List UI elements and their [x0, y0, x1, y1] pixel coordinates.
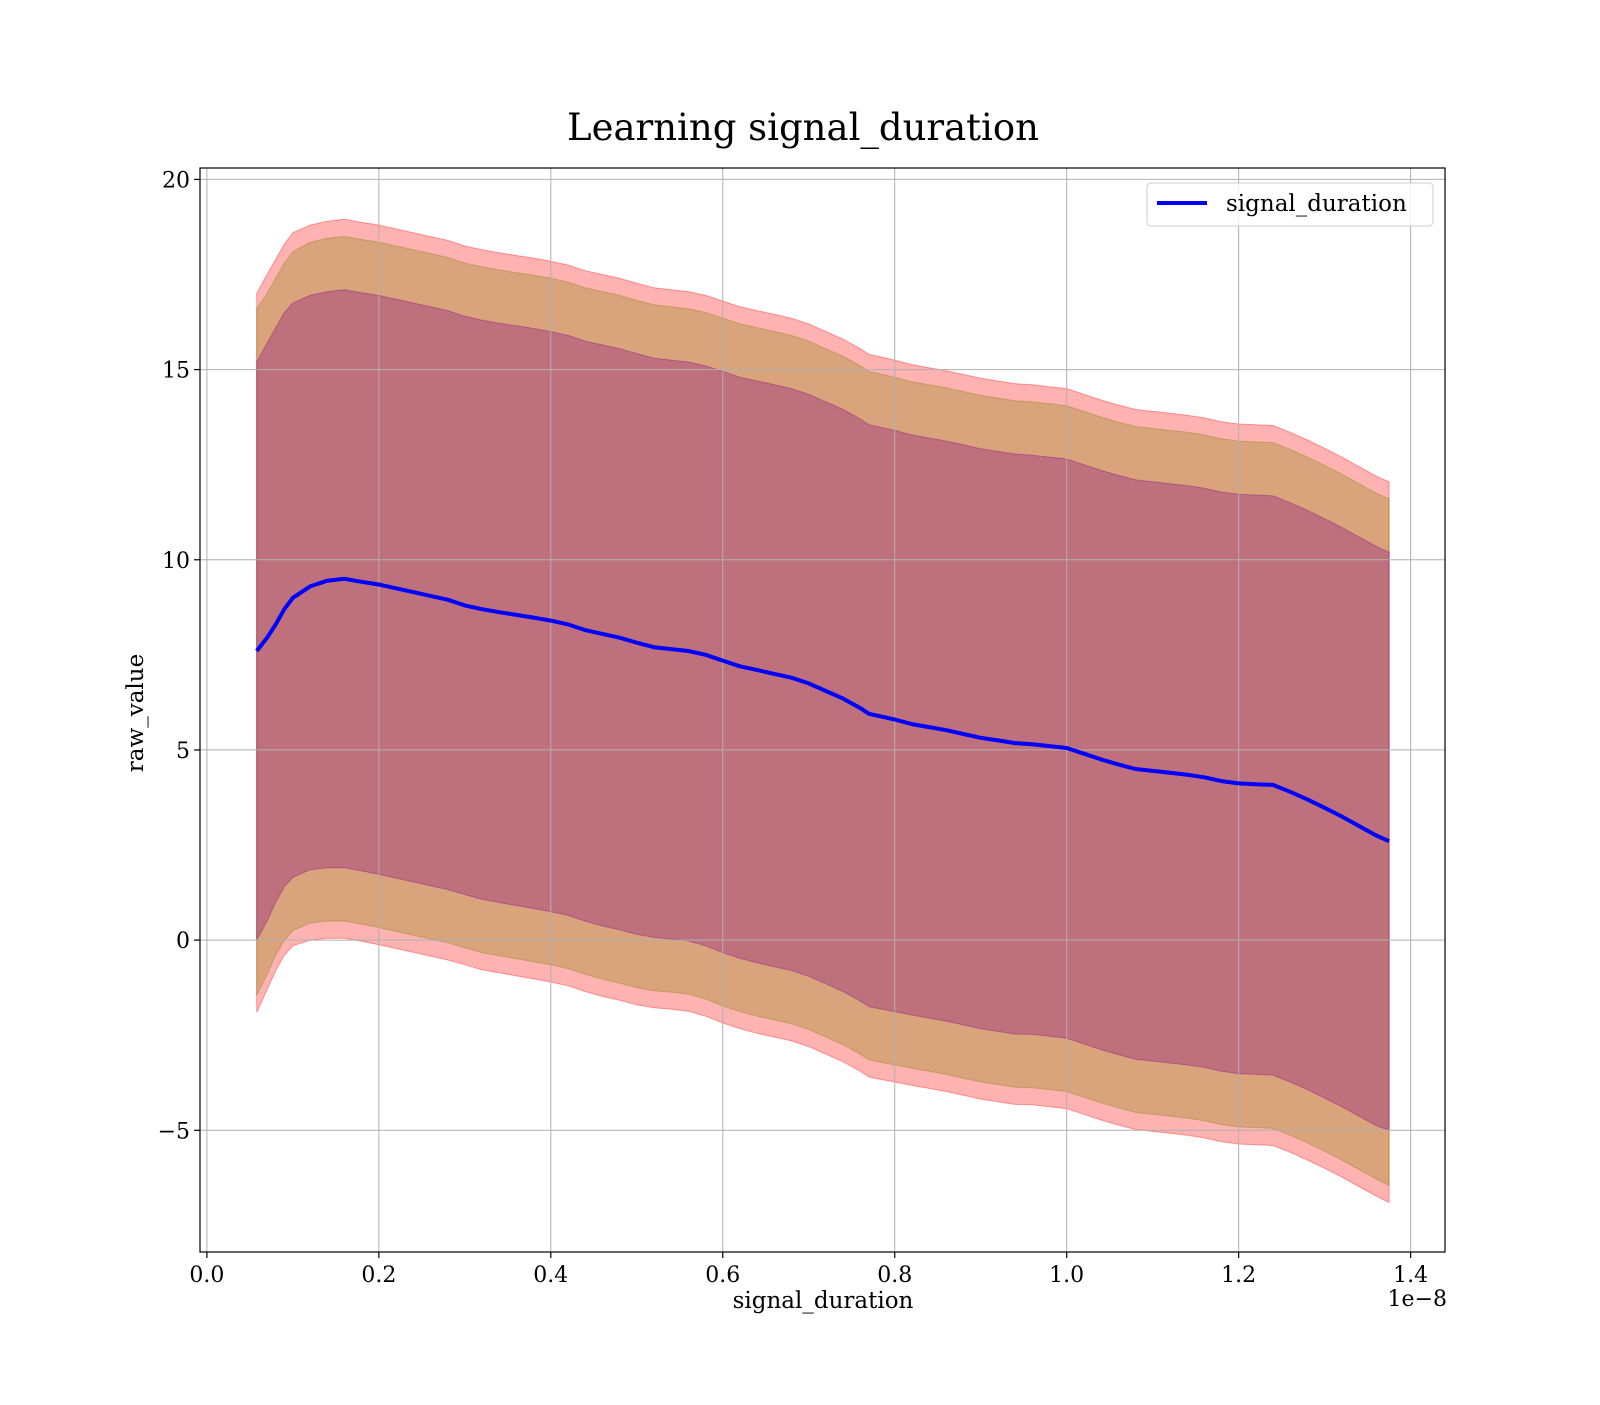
- y-tick-label: 10: [162, 549, 190, 574]
- series-line-signal-duration: [255, 576, 1390, 844]
- y-tick-label: 0: [176, 929, 190, 954]
- x-tick-label: 0.4: [533, 1263, 568, 1288]
- legend-frame: [1146, 182, 1434, 227]
- x-tick-label: 1.2: [1221, 1263, 1256, 1288]
- x-tick-label: 0.8: [877, 1263, 912, 1288]
- y-tick-label: 15: [162, 359, 190, 384]
- series-lines: [255, 576, 1390, 844]
- x-tick-label: 0.2: [361, 1263, 396, 1288]
- x-tick-label: 0.0: [189, 1263, 224, 1288]
- chart-title: Learning signal_duration: [567, 106, 1039, 150]
- confidence-bands: [256, 218, 1390, 1204]
- plot-area-frame: [199, 167, 1446, 1253]
- y-axis-ticks: −5 0 5 10 15 20: [158, 168, 200, 1144]
- legend: signal_duration: [1146, 182, 1434, 227]
- grid-lines: [200, 168, 1445, 1252]
- y-tick-label: 20: [162, 168, 190, 193]
- x-axis-ticks: 0.0 0.2 0.4 0.6 0.8 1.0 1.2 1.4: [189, 1252, 1428, 1288]
- x-tick-label: 1.0: [1049, 1263, 1084, 1288]
- y-tick-label: −5: [158, 1119, 190, 1144]
- y-axis-label: raw_value: [123, 654, 149, 772]
- y-tick-label: 5: [176, 739, 190, 764]
- legend-entry-signal-duration: signal_duration: [1226, 191, 1407, 217]
- band-middle: [256, 235, 1390, 1187]
- x-axis-offset-label: 1e−8: [1388, 1287, 1447, 1312]
- x-tick-label: 1.4: [1393, 1263, 1428, 1288]
- x-tick-label: 0.6: [705, 1263, 740, 1288]
- x-axis-label: signal_duration: [733, 1288, 914, 1314]
- band-outer: [256, 218, 1390, 1204]
